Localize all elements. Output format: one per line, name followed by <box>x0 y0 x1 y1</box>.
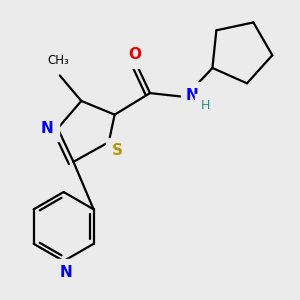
Text: N: N <box>59 265 72 280</box>
Text: N: N <box>40 121 53 136</box>
Text: S: S <box>112 143 123 158</box>
Text: N: N <box>186 88 199 103</box>
Text: CH₃: CH₃ <box>47 54 69 67</box>
Text: O: O <box>128 47 141 62</box>
Text: H: H <box>200 99 210 112</box>
